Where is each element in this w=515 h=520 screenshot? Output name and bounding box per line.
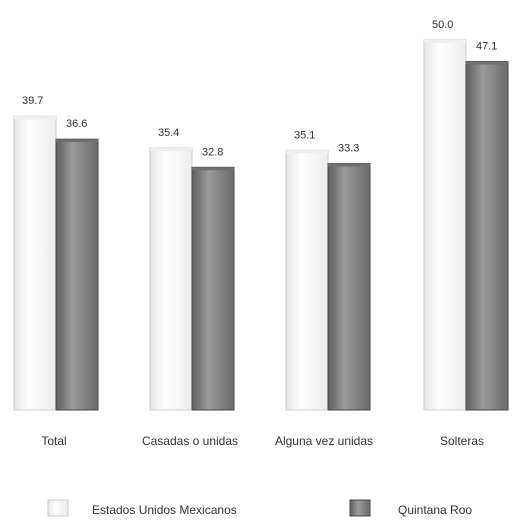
- bar-top-edge: [56, 139, 98, 143]
- bar-casadas-o-unidas-estados-unidos-mexicanos: [149, 147, 193, 411]
- value-label-solteras-estados-unidos-mexicanos: 50.0: [432, 19, 453, 31]
- bar-top-edge: [328, 163, 370, 167]
- legend-label-estados-unidos-mexicanos: Estados Unidos Mexicanos: [92, 503, 237, 517]
- bars-group: [13, 39, 509, 411]
- value-label-total-quintana-roo: 36.6: [66, 118, 87, 130]
- value-label-total-estados-unidos-mexicanos: 39.7: [22, 95, 43, 107]
- category-label-alguna-vez-unidas: Alguna vez unidas: [275, 434, 373, 448]
- bar-top-edge: [424, 40, 466, 43]
- legend-swatch-estados-unidos-mexicanos: [47, 499, 69, 517]
- legend-swatch-quintana-roo: [349, 499, 371, 517]
- bar-top-edge: [150, 148, 192, 152]
- bar-top-edge: [192, 167, 234, 171]
- bar-alguna-vez-unidas-estados-unidos-mexicanos: [285, 149, 329, 411]
- bar-top-edge: [14, 116, 56, 120]
- category-label-solteras: Solteras: [440, 434, 484, 448]
- bar-top-edge: [466, 61, 508, 65]
- value-label-alguna-vez-unidas-quintana-roo: 33.3: [338, 143, 359, 155]
- legend-label-quintana-roo: Quintana Roo: [398, 503, 472, 517]
- bar-total-estados-unidos-mexicanos: [13, 115, 57, 411]
- bar-top-edge: [286, 150, 328, 154]
- bar-casadas-o-unidas-quintana-roo: [191, 166, 235, 411]
- value-label-solteras-quintana-roo: 47.1: [476, 40, 497, 52]
- bar-solteras-estados-unidos-mexicanos: [423, 39, 467, 411]
- value-label-alguna-vez-unidas-estados-unidos-mexicanos: 35.1: [294, 129, 315, 141]
- bar-total-quintana-roo: [55, 138, 99, 411]
- category-label-total: Total: [41, 434, 66, 448]
- bar-solteras-quintana-roo: [465, 60, 509, 411]
- value-label-casadas-o-unidas-quintana-roo: 32.8: [202, 146, 223, 158]
- bar-alguna-vez-unidas-quintana-roo: [327, 163, 371, 411]
- value-label-casadas-o-unidas-estados-unidos-mexicanos: 35.4: [158, 127, 179, 139]
- category-label-casadas-o-unidas: Casadas o unidas: [142, 434, 238, 448]
- labels-group: 39.7 36.6 Total 35.4 32.8 Casadas o unidas 35.…: [22, 19, 497, 448]
- legend: Estados Unidos Mexicanos Quintana Roo: [47, 499, 472, 517]
